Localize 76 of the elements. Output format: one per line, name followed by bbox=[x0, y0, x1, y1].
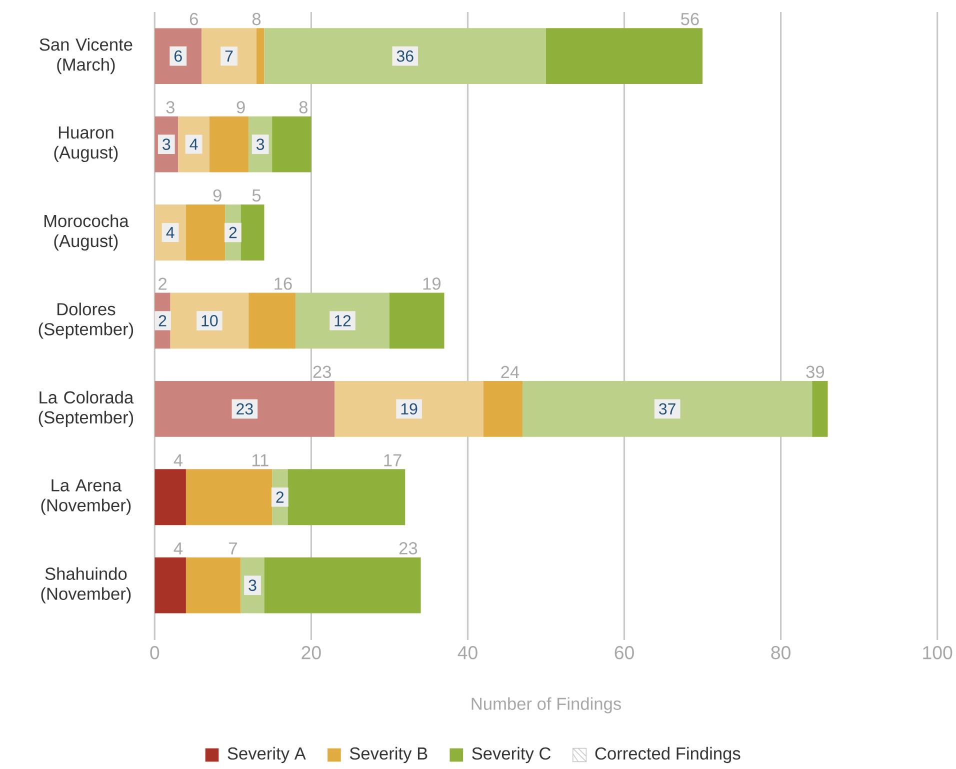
annotation: 11 bbox=[252, 454, 268, 466]
data-label: 12 bbox=[334, 314, 351, 326]
bar bbox=[248, 292, 296, 348]
annotation: 17 bbox=[384, 454, 402, 466]
x-tick-label: 0 bbox=[150, 646, 160, 660]
x-tick-label: 40 bbox=[458, 646, 478, 660]
annotation: 6 bbox=[190, 12, 198, 26]
bar bbox=[272, 116, 312, 172]
annotation: 7 bbox=[229, 542, 237, 554]
annotation: 8 bbox=[299, 100, 308, 114]
annotation: 5 bbox=[252, 189, 261, 202]
bar bbox=[522, 380, 812, 437]
data-label: 7 bbox=[225, 50, 233, 62]
text: Corrected Findings bbox=[595, 746, 740, 763]
bar bbox=[186, 468, 272, 525]
y-tick-label: San Vicente (March) bbox=[40, 38, 132, 74]
data-label: 2 bbox=[229, 226, 237, 238]
data-label: 4 bbox=[166, 226, 174, 238]
data-label: 10 bbox=[202, 314, 218, 326]
bar bbox=[186, 204, 226, 260]
y-tick-label: Huaron (August) bbox=[54, 126, 118, 162]
data-label: 2 bbox=[276, 491, 284, 503]
y-tick-label: Morococha (August) bbox=[44, 214, 129, 250]
x-axis-title: Number of Findings bbox=[472, 697, 621, 714]
data-label: 37 bbox=[659, 403, 676, 414]
data-label: 36 bbox=[396, 50, 414, 62]
annotation: 39 bbox=[806, 366, 824, 378]
bar bbox=[334, 380, 484, 437]
bar bbox=[154, 468, 186, 525]
data-label: 4 bbox=[190, 138, 198, 150]
bar bbox=[812, 380, 828, 437]
bar bbox=[264, 28, 546, 84]
annotation: 4 bbox=[174, 542, 183, 554]
annotation: 56 bbox=[681, 12, 699, 26]
data-label: 19 bbox=[401, 403, 418, 414]
bar bbox=[389, 292, 444, 348]
data-label: 3 bbox=[248, 579, 256, 591]
x-tick-label: 20 bbox=[302, 646, 321, 660]
annotation: 24 bbox=[501, 366, 520, 378]
annotation: 19 bbox=[423, 277, 441, 290]
annotation: 8 bbox=[252, 12, 261, 26]
y-tick-label: La Arena (November) bbox=[41, 479, 131, 515]
data-label: 2 bbox=[158, 314, 166, 326]
y-tick-label: Dolores (September) bbox=[38, 302, 134, 339]
bar bbox=[296, 292, 390, 348]
bar bbox=[209, 116, 249, 172]
data-label: 3 bbox=[256, 138, 264, 150]
annotation: 16 bbox=[274, 277, 292, 290]
bar bbox=[546, 28, 703, 84]
legend-label: Severity C bbox=[472, 746, 551, 763]
annotation: 23 bbox=[399, 542, 418, 554]
bar bbox=[256, 28, 264, 84]
bar bbox=[288, 468, 406, 525]
bar bbox=[154, 380, 335, 437]
legend-label: Severity B bbox=[350, 746, 428, 763]
y-tick-label: La Colorada (September) bbox=[38, 390, 134, 427]
bar bbox=[186, 557, 241, 614]
data-label: 6 bbox=[174, 50, 182, 62]
annotation: 3 bbox=[166, 100, 174, 114]
x-tick-label: 60 bbox=[614, 646, 634, 660]
legend-label: Severity A bbox=[228, 746, 306, 763]
bar bbox=[483, 380, 523, 437]
annotation: 9 bbox=[213, 189, 222, 202]
data-label: 23 bbox=[236, 403, 253, 414]
annotation: 2 bbox=[158, 278, 167, 290]
y-tick-label: Shahuindo (November) bbox=[41, 567, 131, 604]
annotation: 4 bbox=[174, 454, 183, 466]
bar bbox=[202, 28, 256, 84]
annotation: 9 bbox=[236, 100, 245, 114]
bar bbox=[240, 204, 264, 260]
bar bbox=[154, 557, 186, 614]
bar bbox=[264, 557, 421, 614]
annotation: 23 bbox=[313, 366, 331, 378]
x-tick-label: 80 bbox=[771, 646, 790, 660]
x-tick-label: 100 bbox=[923, 646, 952, 660]
data-label: 3 bbox=[162, 138, 170, 150]
